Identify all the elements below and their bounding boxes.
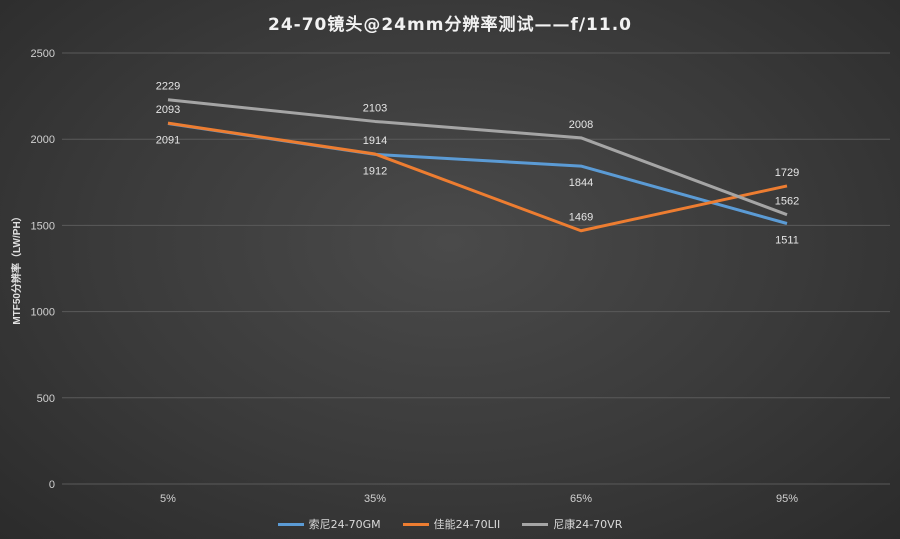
legend-label: 索尼24-70GM — [308, 518, 381, 531]
y-tick-label: 0 — [49, 479, 55, 491]
y-tick-label: 2500 — [31, 48, 55, 60]
y-axis-label: MTF50分辨率（LW/PH） — [10, 211, 23, 324]
y-tick-label: 1000 — [31, 307, 55, 319]
legend-swatch — [522, 522, 549, 526]
legend-label: 佳能24-70LII — [433, 518, 501, 531]
data-label: 1914 — [363, 135, 387, 147]
legend-item: 佳能24-70LII — [402, 516, 501, 532]
chart-title: 24-70镜头@24mm分辨率测试——f/11.0 — [267, 15, 632, 35]
legend-swatch — [277, 522, 304, 526]
data-label: 2229 — [156, 81, 180, 93]
data-label: 1562 — [775, 196, 799, 208]
series-line-2 — [167, 98, 788, 217]
legend-item: 尼康24-70VR — [522, 516, 622, 532]
data-label: 2093 — [156, 104, 180, 116]
y-tick-label: 500 — [37, 393, 55, 405]
legend-swatch — [402, 522, 429, 526]
data-label: 1511 — [775, 235, 799, 247]
data-label: 2008 — [569, 119, 593, 131]
x-tick-label: 5% — [160, 493, 176, 505]
x-tick-label: 95% — [776, 493, 798, 505]
data-label: 2091 — [156, 135, 180, 147]
x-tick-label: 65% — [570, 493, 592, 505]
legend-label: 尼康24-70VR — [553, 518, 623, 531]
legend: 索尼24-70GM 佳能24-70LII 尼康24-70VR — [0, 516, 900, 532]
data-label: 1469 — [569, 212, 593, 224]
y-tick-label: 2000 — [31, 134, 55, 146]
data-label: 2103 — [363, 102, 387, 114]
data-label: 1844 — [569, 177, 593, 189]
data-label: 1729 — [775, 167, 799, 179]
y-tick-label: 1500 — [31, 220, 55, 232]
series-line-1 — [167, 121, 788, 233]
legend-item: 索尼24-70GM — [277, 516, 381, 532]
x-tick-label: 35% — [364, 493, 386, 505]
data-label: 1912 — [363, 165, 387, 177]
